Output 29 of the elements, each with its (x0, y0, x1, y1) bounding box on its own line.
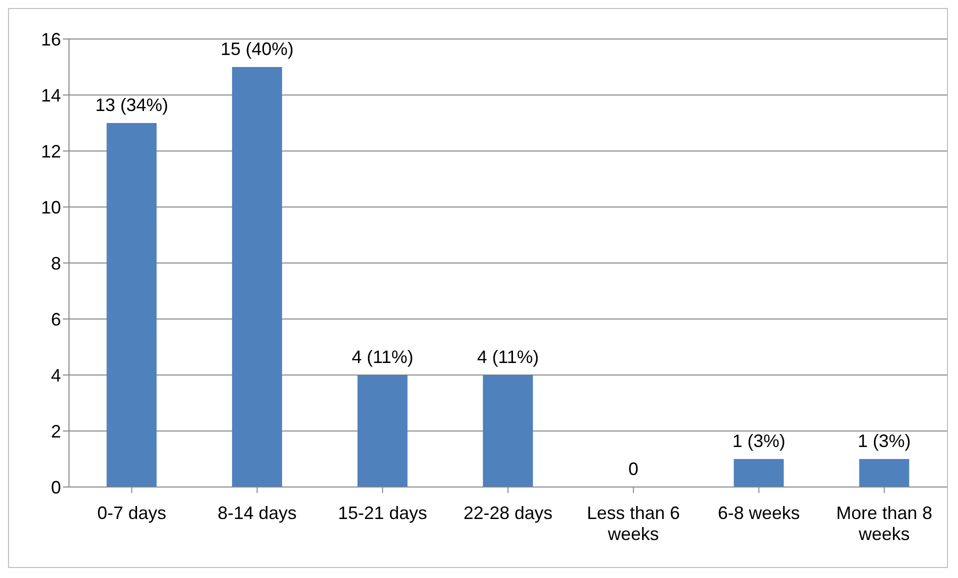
bar (859, 459, 910, 487)
y-tick-label: 8 (50, 253, 61, 274)
x-tick-label: Less than 6 weeks (586, 503, 680, 544)
data-label: 1 (3%) (858, 431, 911, 451)
data-label: 4 (11%) (352, 347, 414, 367)
bar (106, 123, 157, 487)
y-tick-label: 14 (40, 85, 61, 106)
y-tick-label: 12 (40, 141, 61, 162)
bar (232, 67, 282, 487)
y-tick-label: 16 (40, 29, 61, 50)
x-tick-label: 22-28 days (463, 503, 553, 524)
x-tick-label: 0-7 days (97, 503, 166, 524)
y-tick-label: 4 (50, 365, 61, 386)
y-tick-label: 10 (40, 197, 61, 218)
data-label: 0 (628, 459, 638, 479)
bar (734, 459, 784, 487)
y-tick-label: 0 (50, 477, 61, 498)
x-tick-label: 15-21 days (338, 503, 428, 524)
data-label: 15 (40%) (220, 39, 294, 59)
y-tick-label: 2 (50, 421, 61, 442)
data-label: 4 (11%) (477, 347, 539, 367)
y-tick-label: 6 (50, 309, 61, 330)
bar (357, 375, 408, 487)
bar (482, 375, 533, 487)
x-tick-label: More than 8 weeks (836, 503, 932, 544)
x-tick-label: 8-14 days (218, 503, 297, 524)
x-tick-label: 6-8 weeks (718, 503, 800, 524)
data-label: 13 (34%) (95, 95, 168, 115)
data-label: 1 (3%) (732, 431, 786, 451)
